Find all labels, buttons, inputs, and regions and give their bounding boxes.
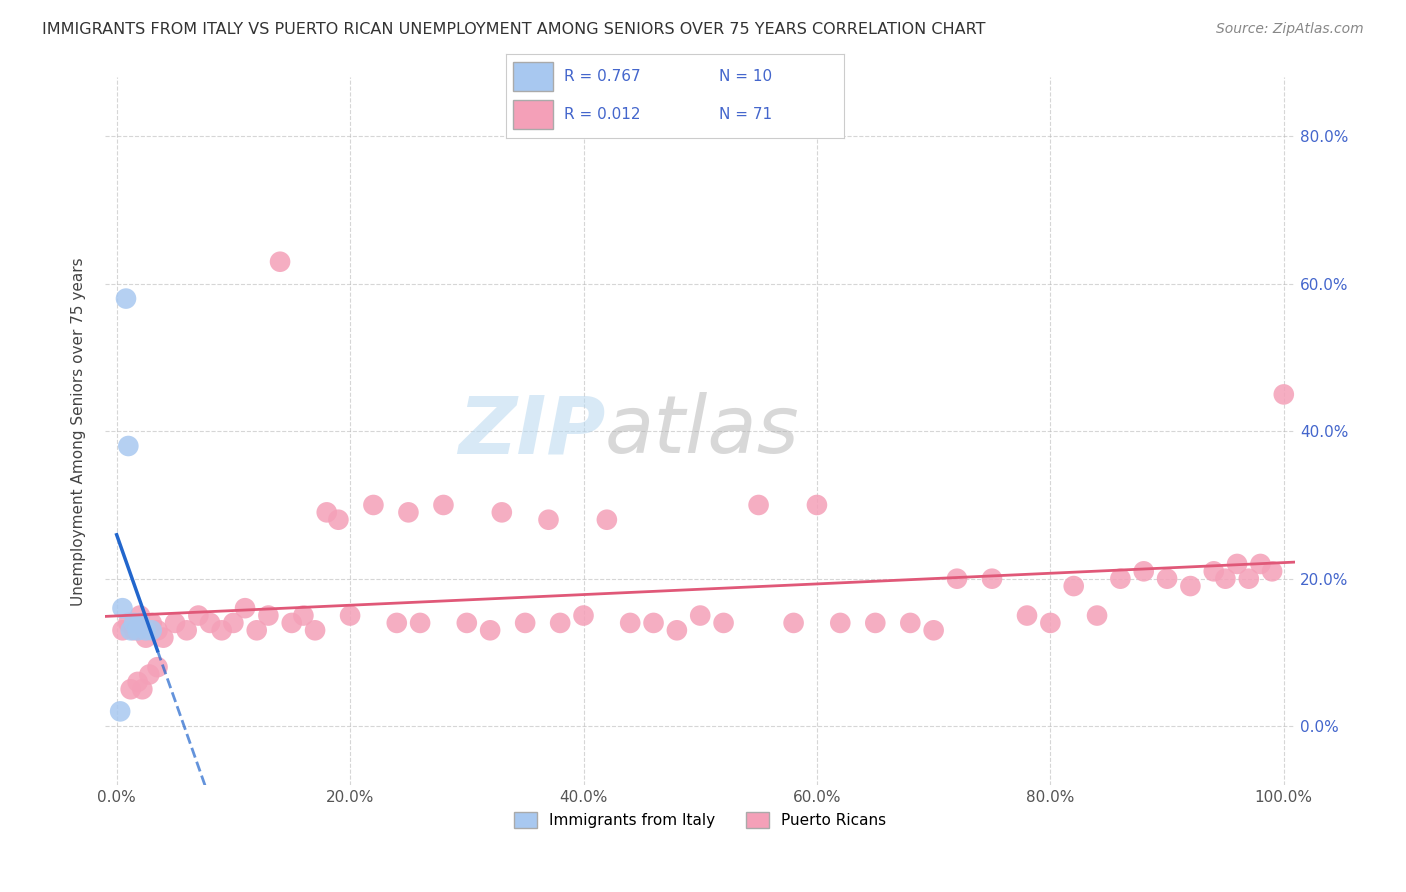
Point [120,682,142,697]
Point [141,624,163,638]
Point [806,498,828,512]
Y-axis label: Unemployment Among Seniors over 75 years: Unemployment Among Seniors over 75 years [72,257,86,606]
Point [269,254,291,268]
Point [1132,564,1154,578]
Point [748,498,770,512]
Point [339,608,361,623]
FancyBboxPatch shape [513,100,554,129]
Text: N = 10: N = 10 [718,69,772,84]
Text: N = 71: N = 71 [718,107,772,122]
Point [1249,557,1271,571]
Text: IMMIGRANTS FROM ITALY VS PUERTO RICAN UNEMPLOYMENT AMONG SENIORS OVER 75 YEARS C: IMMIGRANTS FROM ITALY VS PUERTO RICAN UN… [42,22,986,37]
Point [146,624,169,638]
Point [643,615,665,630]
Point [176,624,198,638]
Point [1109,572,1132,586]
Point [152,631,174,645]
Point [131,682,153,697]
Legend: Immigrants from Italy, Puerto Ricans: Immigrants from Italy, Puerto Ricans [508,805,893,834]
Point [1039,615,1062,630]
Point [596,513,619,527]
Point [1237,572,1260,586]
Point [946,572,969,586]
Point [1215,572,1237,586]
Point [432,498,454,512]
Point [665,624,688,638]
Point [135,631,157,645]
Point [122,624,145,638]
Point [246,624,269,638]
Point [1261,564,1284,578]
Point [1015,608,1038,623]
Text: R = 0.767: R = 0.767 [564,69,640,84]
Point [211,624,233,638]
Point [187,608,209,623]
Point [120,624,142,638]
Point [456,615,478,630]
Point [1180,579,1202,593]
Point [122,615,145,630]
Point [1202,564,1225,578]
Point [163,615,186,630]
Point [138,667,160,681]
Point [127,624,149,638]
Point [572,608,595,623]
Point [111,601,134,615]
Point [129,615,152,630]
Point [713,615,735,630]
Point [257,608,280,623]
Point [146,660,169,674]
Point [1085,608,1108,623]
Point [409,615,432,630]
Point [782,615,804,630]
Point [898,615,921,630]
Point [141,615,163,630]
Point [198,615,221,630]
Point [233,601,256,615]
Point [385,615,408,630]
Text: Source: ZipAtlas.com: Source: ZipAtlas.com [1216,22,1364,37]
Point [865,615,887,630]
Point [548,615,571,630]
Point [328,513,350,527]
Point [1272,387,1295,401]
Point [117,439,139,453]
Point [981,572,1004,586]
Point [117,615,139,630]
Point [280,615,302,630]
Point [222,615,245,630]
Point [1226,557,1249,571]
Point [830,615,852,630]
Point [292,608,315,623]
Point [619,615,641,630]
Point [129,608,152,623]
Point [922,624,945,638]
Text: atlas: atlas [605,392,800,470]
Text: ZIP: ZIP [457,392,605,470]
Point [315,505,337,519]
Point [1063,579,1085,593]
Point [537,513,560,527]
Point [363,498,385,512]
FancyBboxPatch shape [513,62,554,91]
Point [127,674,149,689]
Point [1156,572,1178,586]
Point [304,624,326,638]
Point [108,705,131,719]
Text: R = 0.012: R = 0.012 [564,107,640,122]
Point [135,624,157,638]
Point [689,608,711,623]
Point [515,615,537,630]
Point [491,505,513,519]
Point [396,505,419,519]
Point [479,624,502,638]
Point [111,624,134,638]
Point [115,292,138,306]
